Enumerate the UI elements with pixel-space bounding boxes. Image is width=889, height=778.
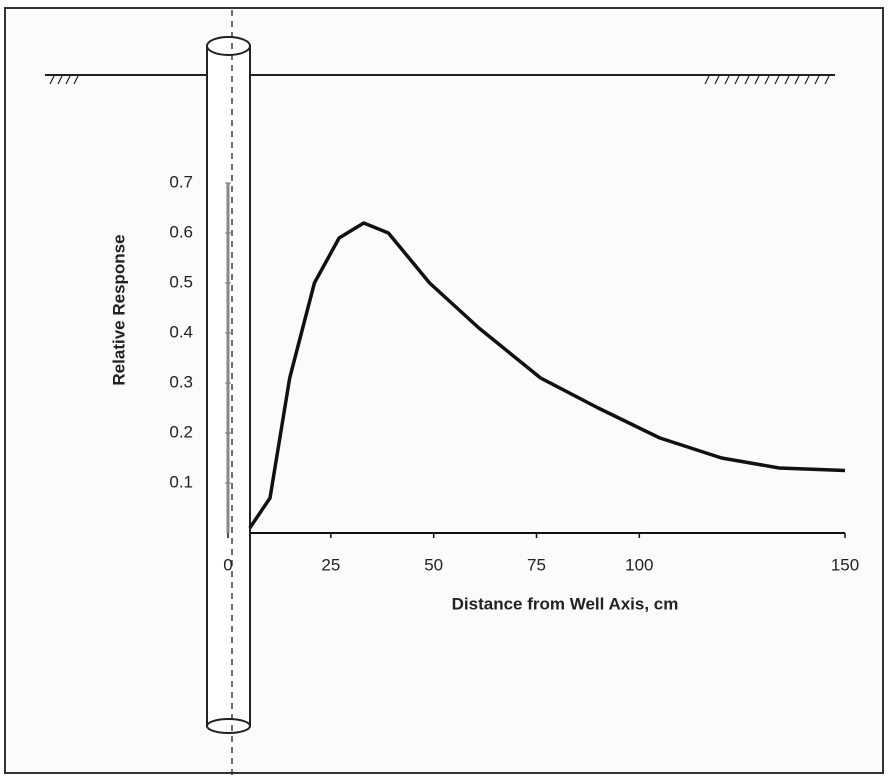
x-tick-label: 100 — [625, 555, 653, 574]
ground — [45, 74, 835, 85]
x-tick-label: 150 — [831, 555, 859, 574]
x-tick-label: 0 — [223, 555, 232, 574]
y-tick-label: 0.5 — [169, 272, 193, 291]
y-tick-label: 0.2 — [169, 422, 193, 441]
frame — [4, 7, 884, 774]
y-tick-label: 0.1 — [169, 472, 193, 491]
line — [248, 221, 846, 529]
x-tick-label: 25 — [321, 555, 340, 574]
y-tick-label: 0.4 — [169, 322, 193, 341]
y-tick-label: 0.3 — [169, 372, 193, 391]
y-axis-label: Relative Response — [109, 234, 128, 385]
x-tick-label: 50 — [424, 555, 443, 574]
x-axis-label: Distance from Well Axis, cm — [452, 594, 679, 613]
y-tick-label: 0.6 — [169, 222, 193, 241]
x-tick-label: 75 — [527, 555, 546, 574]
y-tick-label: 0.7 — [169, 172, 193, 191]
